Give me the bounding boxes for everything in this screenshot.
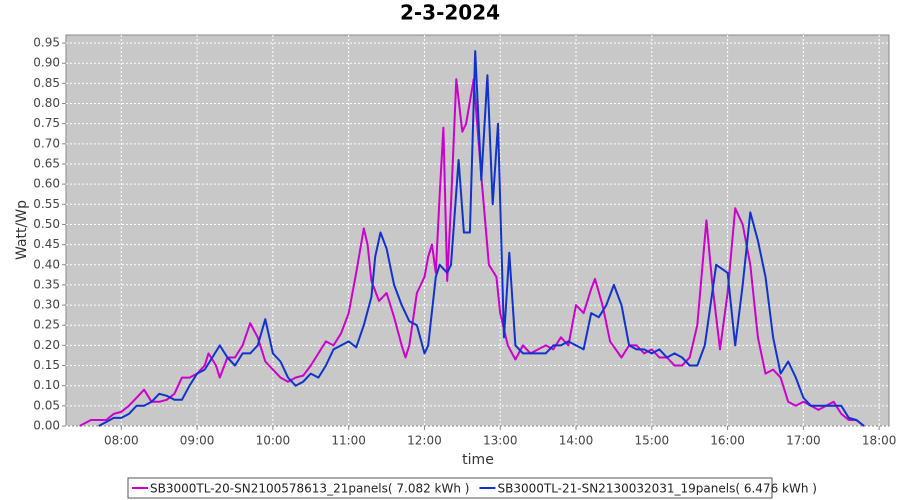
x-axis-label: time (462, 452, 494, 468)
legend-label: SB3000TL-21-SN2130032031_19panels( 6.476… (497, 482, 816, 496)
y-tick-label: 0.10 (33, 378, 60, 392)
y-tick-label: 0.80 (33, 96, 60, 110)
chart-title: 2-3-2024 (400, 1, 500, 25)
x-tick-label: 15:00 (635, 434, 670, 448)
x-tick-label: 16:00 (710, 434, 745, 448)
y-tick-label: 0.55 (33, 197, 60, 211)
y-tick-label: 0.00 (33, 419, 60, 433)
y-tick-label: 0.90 (33, 56, 60, 70)
x-tick-label: 18:00 (862, 434, 897, 448)
y-tick-label: 0.70 (33, 136, 60, 150)
series-line (79, 78, 865, 427)
legend (127, 477, 773, 499)
y-tick-label: 0.40 (33, 257, 60, 271)
y-tick-label: 0.45 (33, 237, 60, 251)
legend-label: SB3000TL-20-SN2100578613_21panels( 7.082… (150, 482, 469, 496)
x-tick-label: 17:00 (786, 434, 821, 448)
y-tick-label: 0.85 (33, 76, 60, 90)
y-tick-label: 0.25 (33, 318, 60, 332)
y-tick-label: 0.95 (33, 36, 60, 50)
y-tick-label: 0.15 (33, 358, 60, 372)
y-tick-label: 0.50 (33, 217, 60, 231)
x-tick-label: 08:00 (104, 434, 139, 448)
y-tick-label: 0.05 (33, 398, 60, 412)
x-tick-label: 14:00 (559, 434, 594, 448)
x-tick-label: 13:00 (483, 434, 518, 448)
x-tick-label: 12:00 (407, 434, 442, 448)
y-axis-label: Watt/Wp (14, 200, 30, 260)
y-tick-label: 0.65 (33, 156, 60, 170)
y-tick-label: 0.75 (33, 116, 60, 130)
series-line (98, 50, 865, 427)
y-tick-label: 0.30 (33, 298, 60, 312)
x-tick-label: 10:00 (256, 434, 291, 448)
x-tick-label: 09:00 (180, 434, 215, 448)
y-tick-label: 0.35 (33, 277, 60, 291)
y-tick-label: 0.60 (33, 177, 60, 191)
y-tick-label: 0.20 (33, 338, 60, 352)
x-tick-label: 11:00 (331, 434, 366, 448)
